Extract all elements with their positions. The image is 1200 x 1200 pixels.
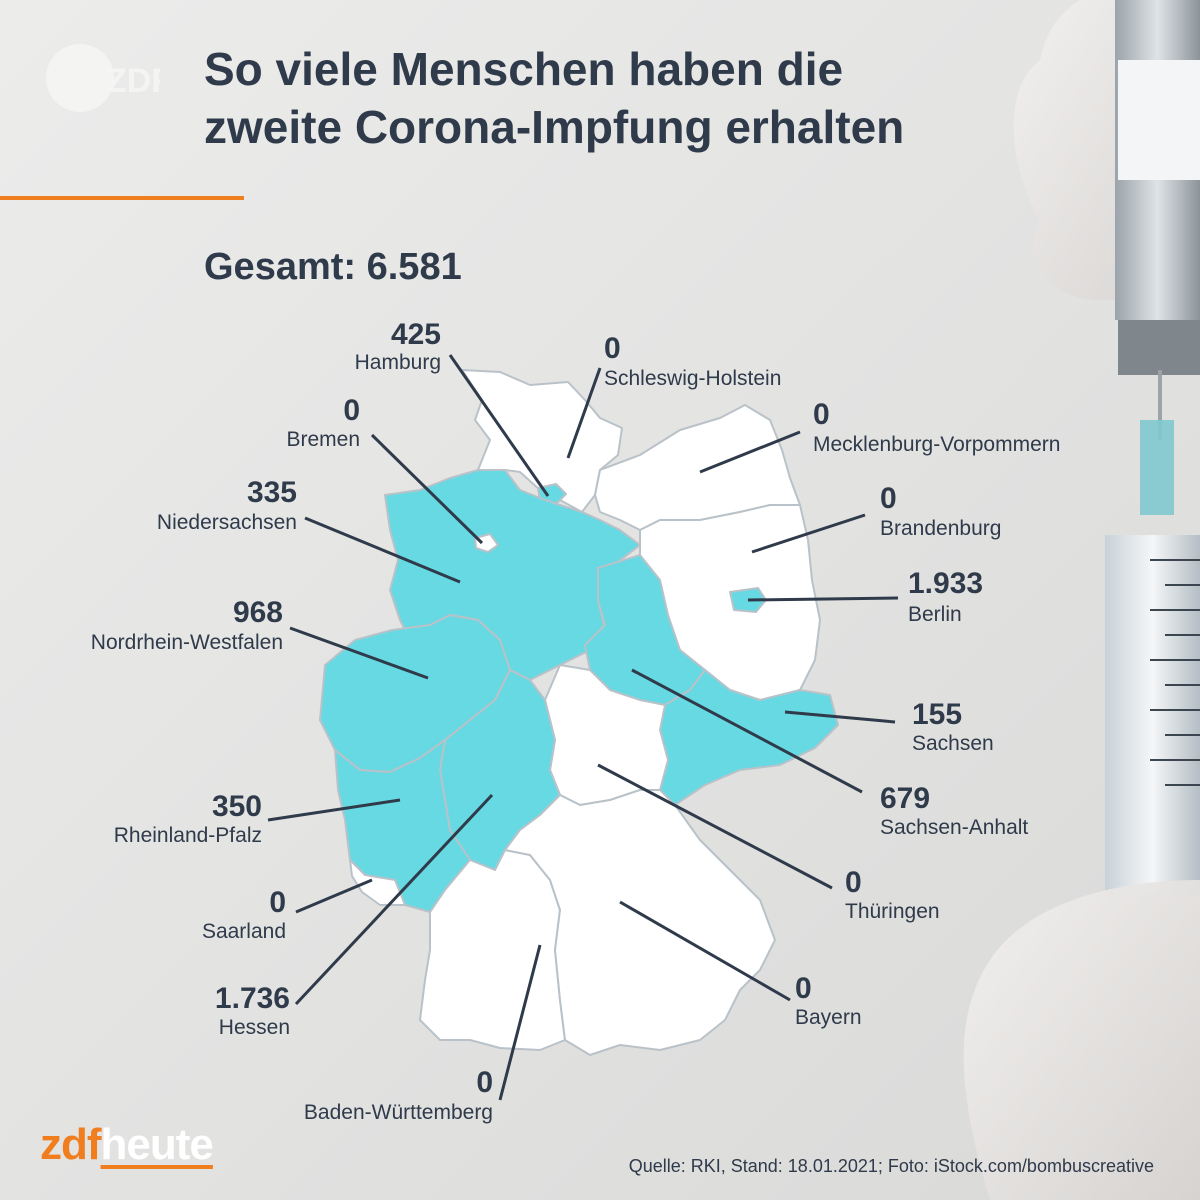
label-sachsen-anhalt: Sachsen-Anhalt <box>880 816 1028 839</box>
zdf-logo-text: ZDF <box>106 62 160 100</box>
headline: So viele Menschen haben die zweite Coron… <box>204 40 1064 156</box>
wordmark-heute: heute <box>100 1120 214 1169</box>
label-mecklenburg-vorpommern: Mecklenburg-Vorpommern <box>813 433 1060 456</box>
source-credit: Quelle: RKI, Stand: 18.01.2021; Foto: iS… <box>628 1156 1154 1176</box>
label-sachsen: Sachsen <box>912 732 994 755</box>
value-mecklenburg-vorpommern: 0 <box>813 398 830 431</box>
region-bremen <box>474 533 499 553</box>
value-hessen: 1.736 <box>215 982 290 1015</box>
leader-sachsen-anhalt <box>631 668 863 794</box>
leader-hamburg <box>448 354 550 497</box>
leader-lines <box>267 354 899 1101</box>
leader-mecklenburg-vorpommern <box>699 430 801 474</box>
label-niedersachsen: Niedersachsen <box>157 511 297 534</box>
value-sachsen-anhalt: 679 <box>880 782 930 815</box>
region-bayern <box>504 789 776 1056</box>
label-brandenburg: Brandenburg <box>880 517 1001 540</box>
label-schleswig-holstein: Schleswig-Holstein <box>604 367 781 390</box>
leader-saarland <box>295 878 373 914</box>
leader-sachsen <box>784 710 896 724</box>
zdf-logo: ZDF <box>46 44 160 112</box>
label-berlin: Berlin <box>908 603 962 626</box>
leader-rheinland-pfalz <box>267 798 401 822</box>
value-baden-wuerttemberg: 0 <box>476 1066 493 1099</box>
wordmark-zdf: zdf <box>40 1120 102 1169</box>
region-schleswig-holstein <box>461 369 623 513</box>
value-berlin: 1.933 <box>908 567 983 600</box>
leader-brandenburg <box>751 513 866 554</box>
total-count: Gesamt: 6.581 <box>204 246 462 288</box>
leader-thueringen <box>597 763 833 890</box>
leader-niedersachsen <box>304 516 461 584</box>
value-nordrhein-westfalen: 968 <box>233 596 283 629</box>
label-hamburg: Hamburg <box>355 351 441 374</box>
label-nordrhein-westfalen: Nordrhein-Westfalen <box>91 631 283 654</box>
label-rheinland-pfalz: Rheinland-Pfalz <box>114 824 262 847</box>
label-bayern: Bayern <box>795 1006 862 1029</box>
accent-rule <box>0 196 244 200</box>
leader-baden-wuerttemberg <box>498 944 542 1101</box>
value-thueringen: 0 <box>845 866 862 899</box>
label-baden-wuerttemberg: Baden-Württemberg <box>304 1101 493 1124</box>
label-thueringen: Thüringen <box>845 900 940 923</box>
label-hessen: Hessen <box>219 1016 290 1039</box>
leader-nordrhein-westfalen <box>289 626 429 680</box>
leader-berlin <box>747 596 899 602</box>
value-niedersachsen: 335 <box>247 476 297 509</box>
leader-hessen <box>294 793 494 1006</box>
zdfheute-wordmark: zdfheute <box>40 1120 214 1170</box>
label-bremen: Bremen <box>286 428 360 451</box>
value-brandenburg: 0 <box>880 482 897 515</box>
value-hamburg: 425 <box>391 318 441 351</box>
value-rheinland-pfalz: 350 <box>212 790 262 823</box>
value-bremen: 0 <box>343 394 360 427</box>
headline-line-2: zweite Corona-Impfung erhalten <box>204 101 905 153</box>
region-saarland <box>349 859 406 906</box>
headline-line-1: So viele Menschen haben die <box>204 43 844 95</box>
leader-schleswig-holstein <box>566 367 602 459</box>
leader-bayern <box>619 900 791 1002</box>
value-schleswig-holstein: 0 <box>604 332 621 365</box>
value-sachsen: 155 <box>912 698 962 731</box>
label-saarland: Saarland <box>202 920 286 943</box>
leader-bremen <box>370 433 484 545</box>
value-bayern: 0 <box>795 972 812 1005</box>
state-labels: 425 Hamburg 0 Schleswig-Holstein 0 Breme… <box>91 318 1061 1124</box>
value-saarland: 0 <box>269 886 286 919</box>
